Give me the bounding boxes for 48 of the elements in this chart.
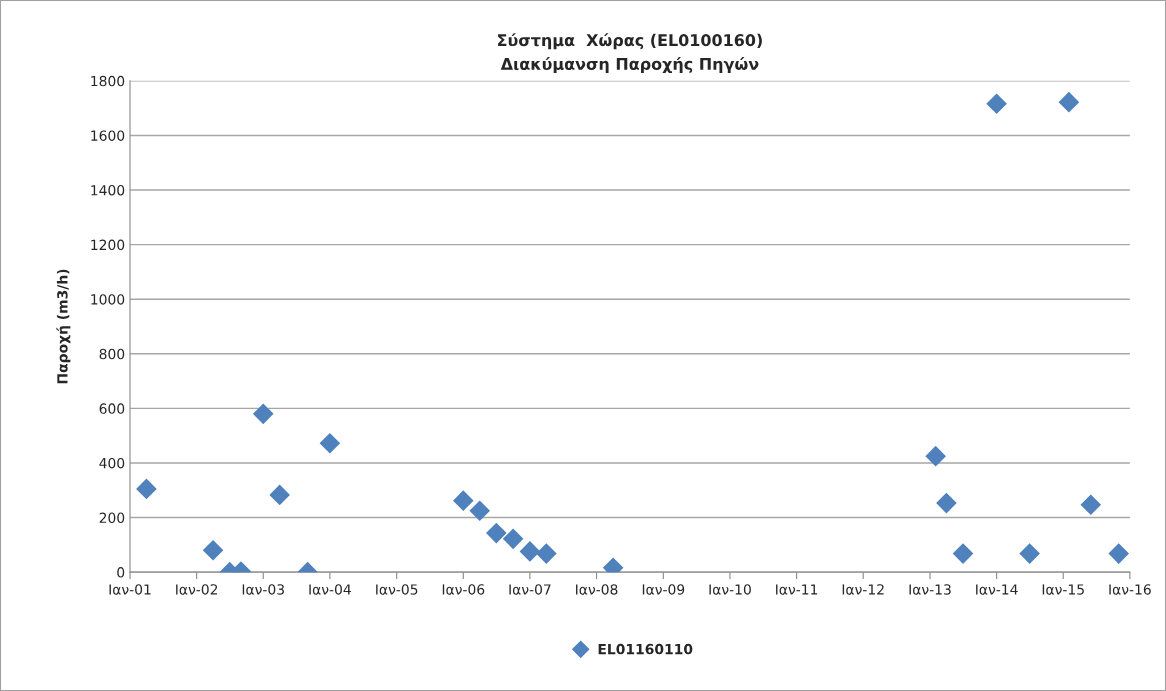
point	[986, 93, 1007, 115]
point	[136, 478, 157, 500]
point	[925, 445, 946, 467]
chart-title: Σύστημα Χώρας (EL0100160) Διακύμανση Παροχής Πηγών	[498, 33, 762, 74]
point	[936, 492, 957, 514]
point	[252, 403, 274, 425]
x-tick-label: Ιαν-03	[242, 584, 284, 595]
x-tick-label: Ιαν-09	[642, 584, 685, 595]
x-tick-label: Ιαν-14	[976, 584, 1018, 595]
x-tick-label: Ιαν-15	[1042, 584, 1084, 595]
x-tick-label: Ιαν-12	[842, 584, 884, 595]
x-tick-label: Ιαν-10	[709, 584, 751, 595]
y-tick-label: 200	[99, 512, 125, 524]
point	[1019, 543, 1040, 564]
point	[319, 433, 341, 454]
x-tick-label: Ιαν-07	[509, 584, 551, 595]
y-tick-label: 400	[99, 457, 125, 469]
x-tick-label: Ιαν-13	[909, 584, 951, 595]
y-tick-label: 1800	[91, 75, 125, 87]
y-tick-label: 800	[99, 348, 125, 360]
x-tick-label: Ιαν-08	[576, 584, 618, 595]
x-tick-label: Ιαν-06	[442, 584, 485, 595]
point	[1080, 494, 1102, 516]
y-tick-label: 600	[99, 403, 125, 414]
point	[469, 500, 491, 522]
y-tick-label: 1200	[91, 239, 125, 251]
point	[452, 490, 474, 511]
point	[269, 484, 290, 506]
y-tick-label: 0	[117, 567, 125, 578]
point	[1108, 543, 1130, 564]
x-tick-label: Ιαν-11	[776, 584, 818, 595]
x-tick-label: Ιαν-01	[109, 584, 151, 595]
point	[486, 522, 507, 544]
y-tick-label: 1600	[91, 130, 125, 141]
legend-label: EL01160110	[598, 643, 693, 655]
x-tick-label: Ιαν-04	[309, 584, 351, 595]
point	[536, 543, 557, 564]
x-tick-label: Ιαν-05	[376, 584, 418, 595]
y-axis-title: Παροχή (m3/h)	[56, 269, 71, 384]
point	[519, 541, 541, 562]
point	[1058, 91, 1080, 113]
point	[502, 528, 524, 550]
x-tick-label: Ιαν-16	[1109, 584, 1151, 595]
y-tick-label: 1000	[91, 294, 125, 305]
point	[952, 543, 974, 564]
x-tick-label: Ιαν-02	[176, 584, 218, 595]
point	[202, 540, 224, 561]
y-tick-label: 1400	[91, 184, 125, 196]
